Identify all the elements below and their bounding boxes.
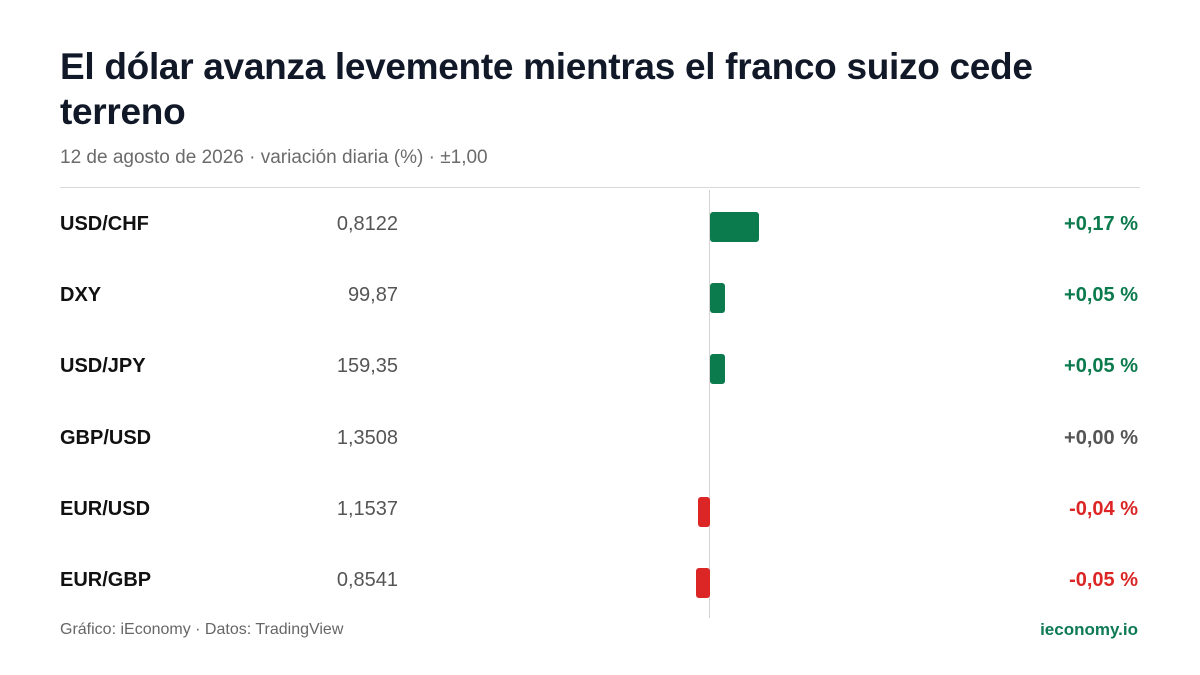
chart-row: USD/JPY 159,35 +0,05 % bbox=[0, 349, 1200, 389]
row-price: 1,1537 bbox=[336, 497, 398, 520]
row-symbol: EUR/GBP bbox=[60, 569, 152, 591]
row-change-label: +0,05 % bbox=[1064, 284, 1138, 307]
row-change-label: +0,00 % bbox=[1064, 426, 1138, 449]
change-bar bbox=[710, 283, 725, 314]
row-price: 99,87 bbox=[347, 284, 398, 307]
change-bar bbox=[698, 496, 710, 527]
row-change-label: +0,05 % bbox=[1064, 355, 1138, 378]
chart-subtitle: 12 de agosto de 2026 · variación diaria … bbox=[60, 147, 488, 168]
footer-source: Gráfico: iEconomy · Datos: TradingView bbox=[60, 621, 344, 638]
zero-axis-line bbox=[709, 190, 710, 618]
row-change-label: -0,05 % bbox=[1069, 569, 1138, 591]
chart-row: GBP/USD 1,3508 +0,00 % bbox=[0, 421, 1200, 461]
footer-brand[interactable]: ieconomy.io bbox=[1040, 620, 1138, 639]
row-symbol: DXY bbox=[60, 284, 102, 307]
row-symbol: USD/CHF bbox=[60, 213, 149, 235]
chart-row: DXY 99,87 +0,05 % bbox=[0, 278, 1200, 318]
row-symbol: EUR/USD bbox=[60, 497, 151, 520]
chart-row: EUR/USD 1,1537 -0,04 % bbox=[0, 492, 1200, 532]
row-price: 1,3508 bbox=[336, 426, 398, 449]
change-bar bbox=[695, 568, 710, 598]
chart-row: USD/CHF 0,8122 +0,17 % bbox=[0, 207, 1200, 247]
row-price: 0,8541 bbox=[336, 569, 398, 591]
row-change-label: +0,17 % bbox=[1064, 213, 1138, 235]
row-change-label: -0,04 % bbox=[1069, 497, 1138, 520]
change-bar bbox=[710, 354, 725, 385]
chart-title: El dólar avanza levemente mientras el fr… bbox=[60, 46, 1033, 132]
row-symbol: GBP/USD bbox=[60, 426, 152, 449]
row-symbol: USD/JPY bbox=[60, 355, 146, 378]
change-bar bbox=[710, 212, 760, 242]
header-divider bbox=[60, 187, 1140, 188]
row-price: 159,35 bbox=[336, 355, 398, 378]
row-price: 0,8122 bbox=[336, 213, 398, 235]
chart-row: EUR/GBP 0,8541 -0,05 % bbox=[0, 563, 1200, 603]
